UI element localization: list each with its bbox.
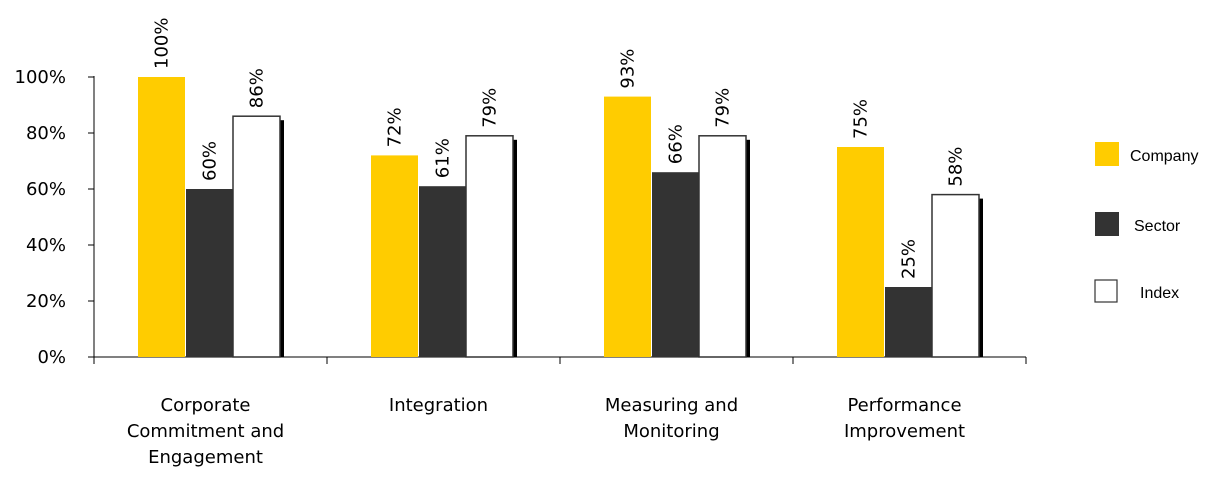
bar-index <box>232 115 281 358</box>
data-label: 79% <box>480 88 501 128</box>
x-category-label-line: Integration <box>389 395 488 416</box>
x-category-label-line: Corporate <box>161 395 251 416</box>
bar-index <box>698 135 747 358</box>
bar-company <box>138 77 185 357</box>
x-category-label: Integration <box>389 395 488 416</box>
x-category-label: Corporate Commitment and Engagement <box>127 395 284 468</box>
data-label: 79% <box>713 88 734 128</box>
bar-sector <box>885 287 932 357</box>
y-tick-label: 100% <box>15 67 66 88</box>
y-tick-label: 40% <box>26 235 66 256</box>
legend-label-sector: Sector <box>1134 218 1181 235</box>
bar-sector <box>419 186 466 357</box>
data-label: 61% <box>433 138 454 178</box>
x-category-label-line: Performance <box>847 395 961 416</box>
bar-index <box>931 193 980 358</box>
legend-swatch-company <box>1095 142 1119 166</box>
data-label: 58% <box>946 147 967 187</box>
data-label: 86% <box>247 68 268 108</box>
bar-company <box>604 96 651 357</box>
data-label: 75% <box>851 99 872 139</box>
bar-index <box>465 135 514 358</box>
data-label: 60% <box>200 141 221 181</box>
bar-sector <box>652 172 699 357</box>
data-label: 72% <box>385 107 406 147</box>
x-category-label-line: Commitment and <box>127 421 284 442</box>
legend-label-company: Company <box>1130 148 1198 165</box>
x-category-label-line: Monitoring <box>623 421 719 442</box>
y-tick-label: 60% <box>26 179 66 200</box>
bar-company <box>371 155 418 357</box>
data-label: 93% <box>618 49 639 89</box>
legend-swatch-index <box>1094 279 1118 303</box>
axes: 0% 20% 40% 60% 80% 100% Corporate Commitment an… <box>15 67 1027 468</box>
x-category-label-line: Improvement <box>844 421 965 442</box>
x-category-label-line: Engagement <box>148 447 263 468</box>
x-category-label: Performance Improvement <box>844 395 965 442</box>
bars <box>138 77 983 358</box>
data-label: 66% <box>666 124 687 164</box>
y-tick-label: 80% <box>26 123 66 144</box>
y-tick-label: 0% <box>37 347 66 368</box>
bar-sector <box>186 189 233 357</box>
legend-swatch-sector <box>1095 212 1119 236</box>
legend-label-index: Index <box>1140 285 1179 302</box>
x-category-label-line: Measuring and <box>605 395 738 416</box>
legend: Company Sector Index <box>1094 142 1198 303</box>
data-label: 25% <box>899 239 920 279</box>
data-label: 100% <box>152 18 173 69</box>
bar-company <box>837 147 884 357</box>
data-labels: 100% 72% 93% 75% 60% 61% 66% 25% 86% 79% 79% 58% <box>152 18 967 279</box>
y-tick-label: 20% <box>26 291 66 312</box>
x-category-label: Measuring and Monitoring <box>605 395 738 442</box>
